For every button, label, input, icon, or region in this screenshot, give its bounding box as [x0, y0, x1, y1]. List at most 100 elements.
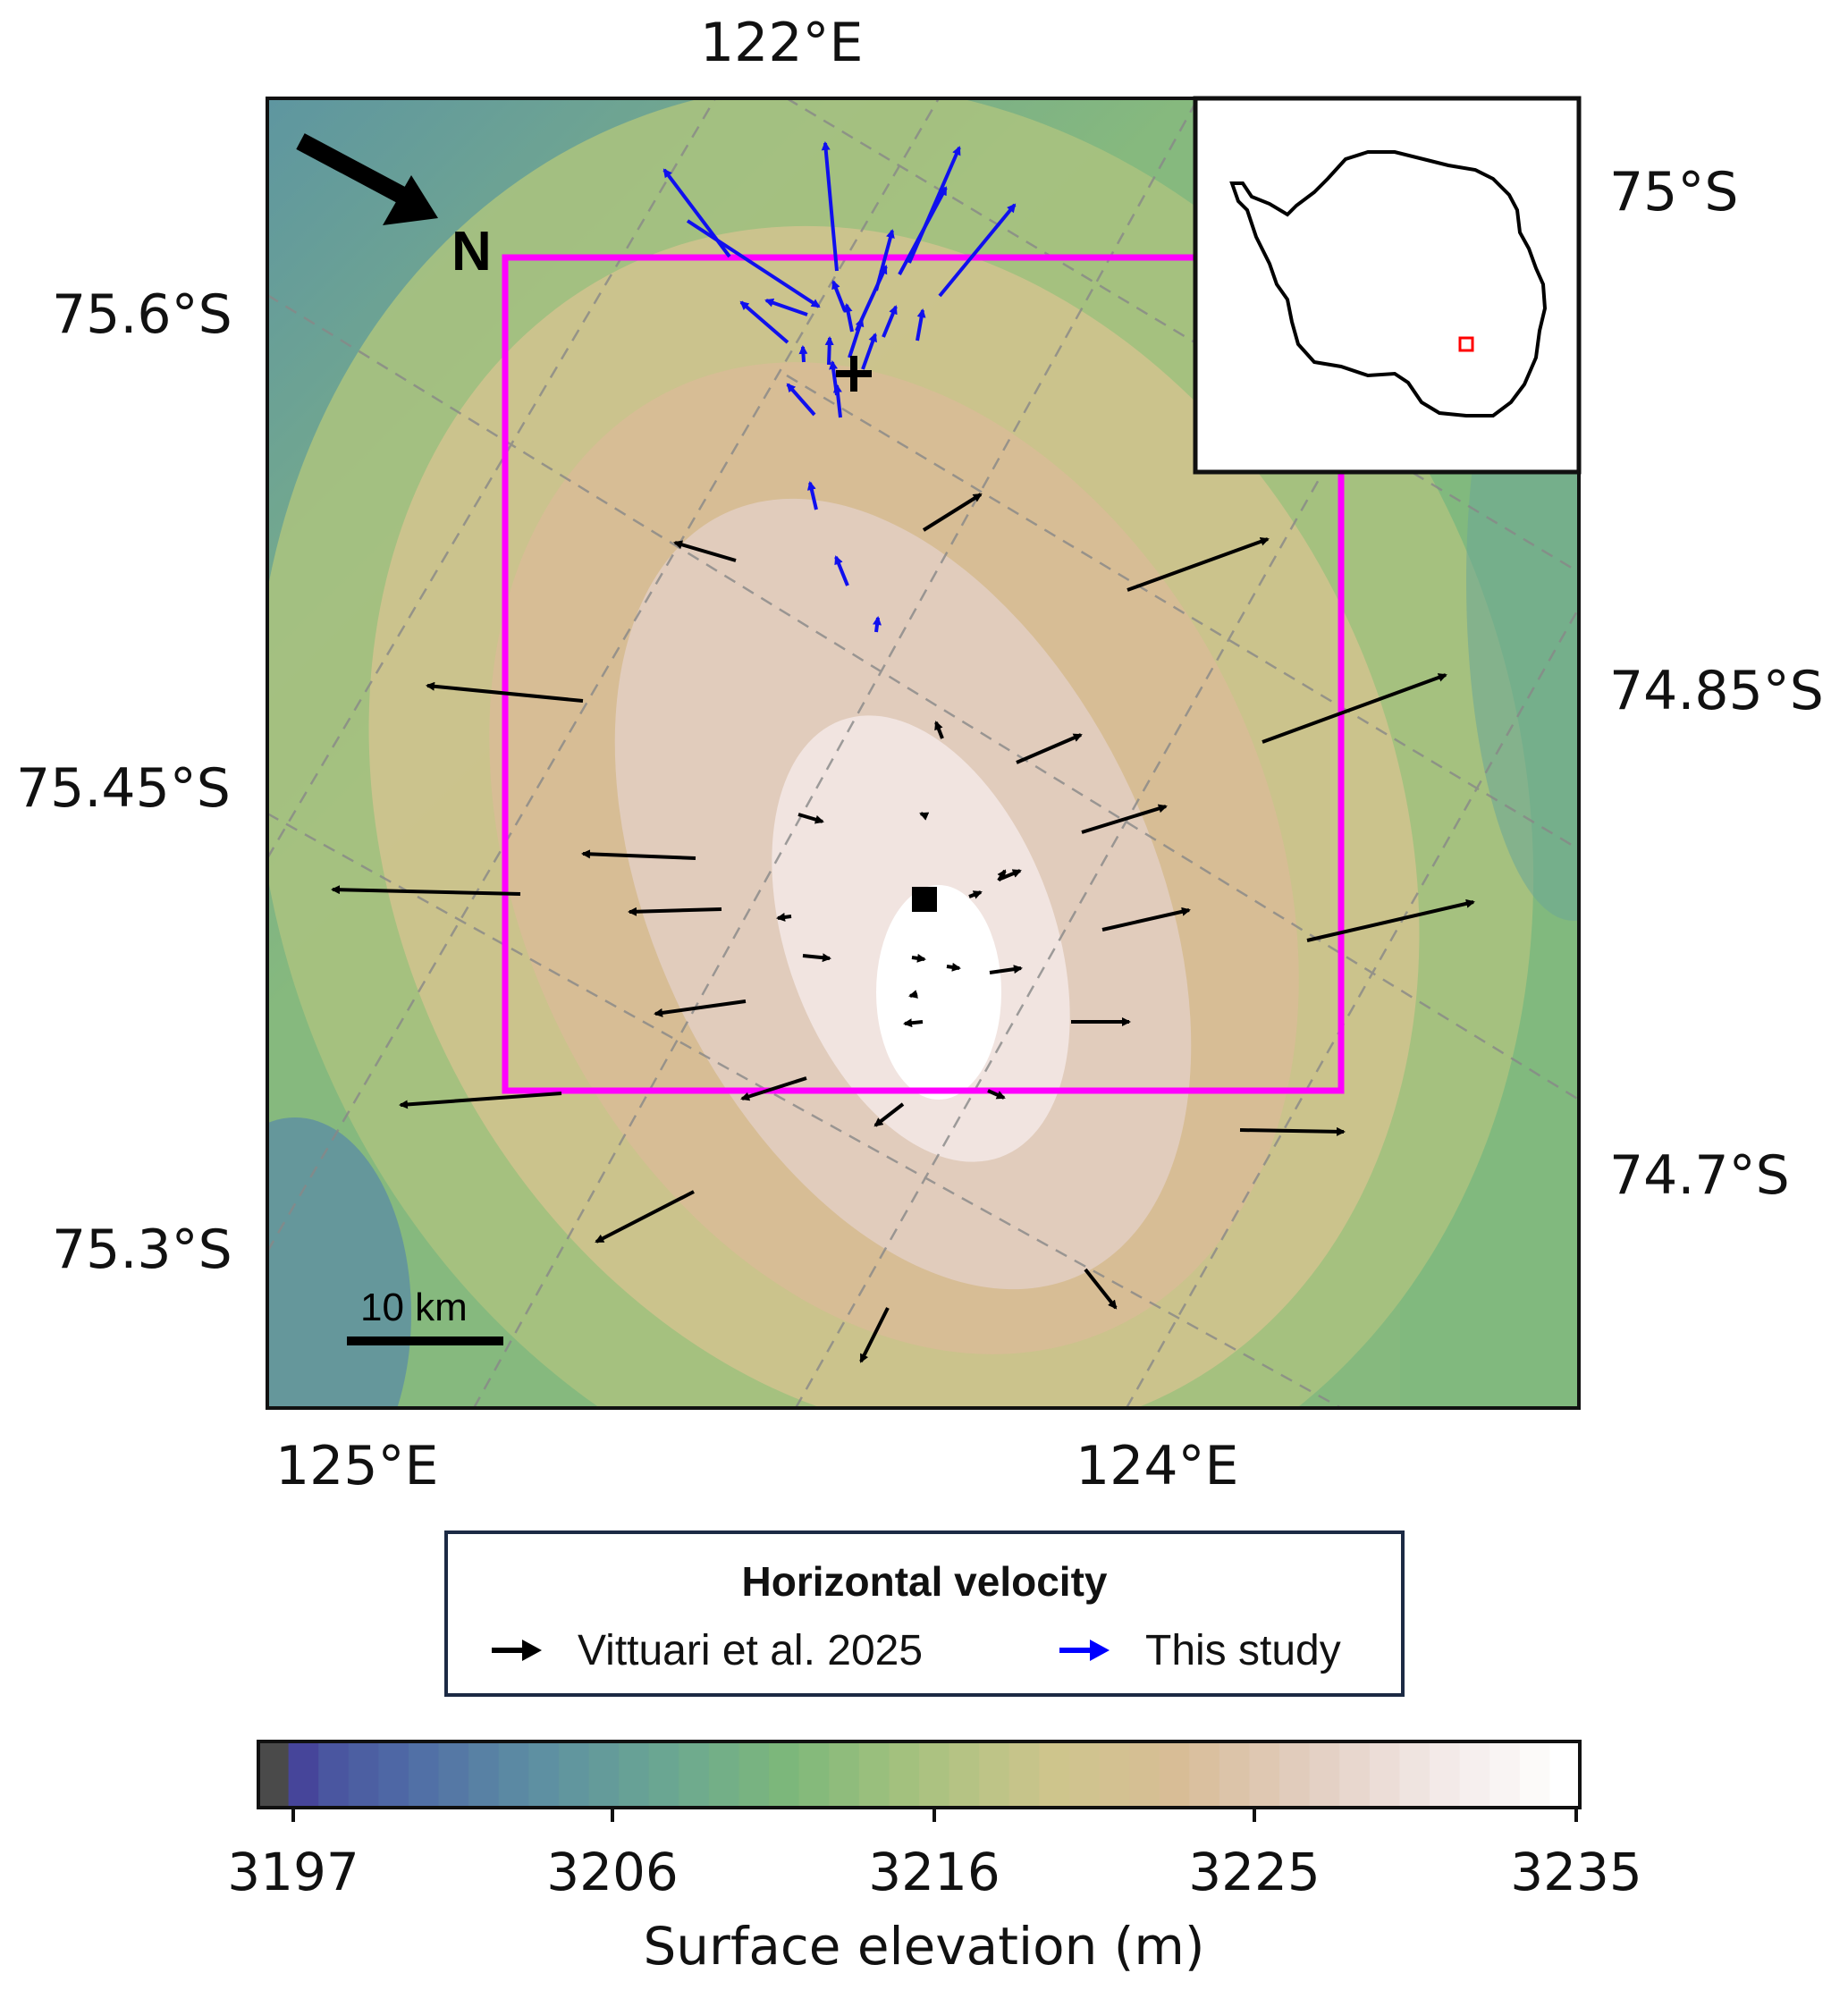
scale-bar-label: 10 km [360, 1286, 468, 1329]
vittuari-velocity-arrow [922, 493, 983, 532]
colorbar-segment [468, 1741, 500, 1808]
this-study-velocity-arrow [824, 336, 834, 366]
colorbar-segment [558, 1741, 590, 1808]
colorbar-segment [1430, 1741, 1461, 1808]
colorbar-segment [679, 1741, 710, 1808]
colorbar-segment [1339, 1741, 1371, 1808]
lat-label-left-2: 75.45°S [16, 757, 231, 820]
colorbar-segment [1039, 1741, 1070, 1808]
vittuari-velocity-arrow [1127, 537, 1270, 592]
vittuari-velocity-arrow [399, 1092, 562, 1109]
colorbar-segment [708, 1741, 740, 1808]
colorbar-segment [1129, 1741, 1160, 1808]
legend-label-this-study: This study [1145, 1626, 1341, 1674]
colorbar-segment [949, 1741, 981, 1808]
vittuari-velocity-arrow [797, 813, 824, 824]
this-study-velocity-arrows [662, 141, 1017, 633]
vittuari-velocity-arrow [581, 849, 696, 860]
colorbar-segment [1489, 1741, 1521, 1808]
vittuari-velocity-arrow [654, 999, 747, 1017]
velocity-legend: Horizontal velocity Vittuari et al. 2025… [444, 1530, 1405, 1697]
colorbar-label: Surface elevation (m) [643, 1916, 1205, 1977]
vittuari-velocity-arrow [997, 869, 1007, 882]
this-study-velocity-arrow [938, 203, 1017, 298]
colorbar-segment [288, 1741, 320, 1808]
vittuari-velocity-arrow [1081, 804, 1168, 834]
map-frame [266, 97, 1581, 1410]
colorbar-tick-1: 3197 [227, 1842, 359, 1902]
colorbar-segment [258, 1741, 290, 1808]
colorbar-tick-3: 3216 [868, 1842, 1000, 1902]
this-study-velocity-arrow [764, 298, 808, 316]
colorbar-tick-4: 3225 [1188, 1842, 1321, 1902]
colorbar-segment [1279, 1741, 1311, 1808]
colorbar-segment [1219, 1741, 1251, 1808]
this-study-velocity-arrow [821, 141, 839, 272]
vittuari-velocity-arrow [802, 953, 831, 963]
colorbar-tick-5: 3235 [1510, 1842, 1642, 1902]
colorbar-segment [1519, 1741, 1551, 1808]
vittuari-velocity-arrow [1262, 673, 1447, 744]
colorbar-segment [619, 1741, 650, 1808]
colorbar-segment [1249, 1741, 1281, 1808]
vittuari-velocity-arrow [1016, 733, 1083, 764]
scale-bar [347, 1337, 503, 1345]
vittuari-velocity-arrow [776, 912, 792, 922]
this-study-velocity-arrow [786, 383, 816, 417]
elevation-colorbar [257, 1740, 1582, 1822]
lat-label-left-3: 75.3°S [52, 1218, 232, 1281]
lon-label-top-1: 122°E [700, 12, 863, 74]
north-arrow-icon [296, 133, 438, 225]
colorbar-segment [1399, 1741, 1431, 1808]
vittuari-velocity-arrow [987, 1089, 1006, 1100]
colorbar-frame [257, 1740, 1582, 1809]
legend-item-this-study: This study [1056, 1623, 1341, 1677]
this-study-velocity-arrow [848, 317, 865, 358]
vittuari-velocity-arrow [628, 906, 722, 916]
this-study-velocity-arrow [843, 303, 854, 333]
colorbar-segment [1369, 1741, 1401, 1808]
this-study-velocity-arrow [806, 481, 818, 510]
this-study-velocity-arrow [882, 305, 898, 338]
this-study-velocity-arrow [916, 308, 926, 342]
vittuari-velocity-arrow [873, 1102, 905, 1127]
colorbar-segment [798, 1741, 831, 1808]
colorbar-segment [378, 1741, 409, 1808]
vittuari-velocity-arrow [595, 1190, 695, 1244]
vittuari-velocity-arrow [911, 953, 926, 963]
colorbar-segment [738, 1741, 771, 1808]
colorbar-segment [588, 1741, 620, 1808]
dome-center-marker [912, 887, 937, 912]
colorbar-segment [1159, 1741, 1191, 1808]
this-study-velocity-arrow [831, 280, 847, 312]
vittuari-velocity-arrow [331, 885, 521, 896]
colorbar-segment [438, 1741, 470, 1808]
vittuari-velocity-arrow [1306, 898, 1475, 942]
legend-item-vittuari: Vittuari et al. 2025 [488, 1623, 923, 1677]
study-site-marker [1458, 336, 1474, 352]
colorbar-segment [1189, 1741, 1220, 1808]
colorbar-segment [348, 1741, 380, 1808]
vittuari-velocity-arrow [903, 1018, 924, 1028]
vittuari-velocity-arrow [1084, 1268, 1118, 1310]
lat-label-right-1: 75°S [1609, 161, 1738, 223]
vittuari-velocity-arrow [908, 990, 918, 999]
vittuari-velocity-arrow [989, 965, 1023, 974]
this-study-velocity-arrow [873, 616, 882, 633]
colorbar-segment [769, 1741, 800, 1808]
study-area-boundary [502, 254, 1345, 1094]
graticule [267, 98, 1579, 1408]
colorbar-segment [1068, 1741, 1101, 1808]
vittuari-velocity-arrow [1101, 906, 1191, 932]
vittuari-velocity-arrow [1000, 869, 1022, 881]
this-study-velocity-arrow [798, 345, 808, 363]
colorbar-segment [919, 1741, 950, 1808]
this-study-velocity-arrow [834, 555, 849, 586]
colorbar-segment [979, 1741, 1010, 1808]
this-study-velocity-arrow [686, 219, 821, 308]
vittuari-velocity-arrow [859, 1307, 890, 1363]
station-plus-marker [836, 356, 872, 392]
lat-label-right-3: 74.7°S [1609, 1144, 1790, 1207]
vittuari-velocity-arrow [1239, 1126, 1346, 1136]
colorbar-segment [1549, 1741, 1581, 1808]
